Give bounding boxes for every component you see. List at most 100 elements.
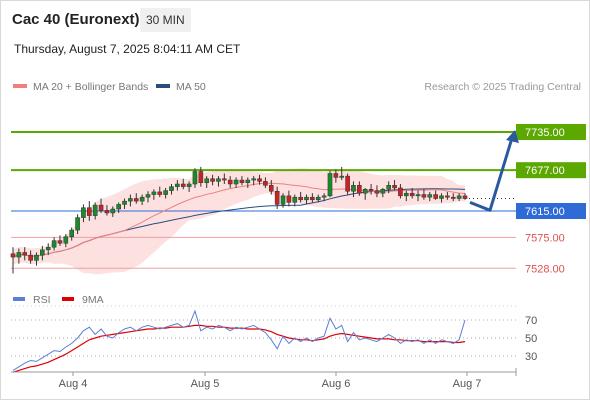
rsi-legend-swatch-1: [62, 297, 74, 301]
candle: [128, 198, 133, 202]
candle: [222, 178, 227, 181]
candle: [339, 175, 345, 178]
candle: [210, 178, 215, 182]
ma20-line: [12, 182, 466, 258]
candle: [157, 191, 163, 195]
candle: [333, 173, 339, 178]
rsi-tick-30: 30: [525, 351, 537, 363]
level-label-7528.00: 7528.00: [525, 263, 565, 275]
candle: [186, 183, 192, 187]
candle: [216, 178, 221, 182]
candle: [51, 240, 57, 248]
candle: [345, 175, 350, 192]
candle: [192, 171, 198, 185]
level-tag-7677.00: [516, 162, 586, 179]
candle: [92, 204, 98, 216]
candle: [398, 187, 403, 197]
candle: [257, 178, 262, 182]
level-label-7575.00: 7575.00: [525, 232, 565, 244]
chart-credit: Research © 2025 Trading Central: [424, 81, 581, 93]
candle: [63, 236, 69, 244]
candle: [445, 195, 450, 198]
candle: [280, 195, 286, 205]
candle: [163, 190, 168, 195]
candle: [22, 252, 28, 256]
candle: [34, 254, 39, 261]
candle: [351, 185, 356, 192]
candle: [245, 179, 251, 183]
x-label-3: Aug 7: [453, 378, 482, 390]
legend-swatch-0: [13, 84, 27, 88]
candle: [110, 208, 116, 214]
candle: [104, 210, 110, 214]
projection-arrow-head: [506, 130, 519, 143]
candle: [380, 189, 386, 194]
legend-label-1: MA 50: [176, 81, 206, 93]
candle: [268, 185, 274, 192]
chart-title: Cac 40 (Euronext): [12, 11, 140, 28]
candle: [310, 196, 315, 201]
candle: [87, 207, 92, 216]
x-label-1: Aug 5: [191, 378, 220, 390]
candle: [57, 240, 63, 244]
candle: [133, 198, 139, 202]
candle: [286, 195, 292, 203]
candle: [427, 194, 433, 198]
candle: [81, 207, 86, 218]
candle: [357, 185, 362, 194]
candle: [409, 192, 415, 197]
candle: [433, 194, 438, 199]
candle: [304, 196, 309, 201]
candle: [392, 185, 397, 189]
candle: [368, 189, 374, 191]
level-label-7735.00: 7735.00: [525, 127, 565, 139]
candle: [298, 196, 303, 201]
candle: [315, 196, 321, 201]
candle: [28, 254, 33, 261]
candle: [263, 181, 268, 186]
candle: [169, 186, 174, 191]
candle: [327, 173, 333, 197]
x-label-2: Aug 6: [322, 378, 351, 390]
rsi-ma-line: [12, 324, 466, 373]
candle: [204, 178, 210, 183]
candle: [122, 200, 127, 205]
candle: [415, 194, 421, 197]
candle: [439, 195, 444, 199]
candle: [386, 185, 391, 190]
rsi-tick-50: 50: [525, 333, 537, 345]
candle: [421, 194, 427, 198]
candle: [251, 178, 256, 181]
candle: [450, 196, 456, 199]
timeframe-badge[interactable]: 30 MIN: [140, 8, 191, 32]
candle: [239, 179, 245, 183]
candle: [175, 183, 180, 187]
level-label-7677.00: 7677.00: [525, 165, 565, 177]
legend-label-0: MA 20 + Bollinger Bands: [33, 81, 148, 93]
candle: [69, 229, 75, 237]
candle: [40, 249, 45, 256]
rsi-tick-70: 70: [525, 315, 537, 327]
projection-arrow: [469, 137, 514, 212]
candle: [374, 190, 380, 194]
rsi-legend-label-1: 9MA: [82, 294, 104, 306]
candle: [10, 253, 16, 258]
candle: [233, 179, 239, 185]
level-tag-7615.00: [516, 203, 586, 219]
candle: [321, 195, 327, 198]
rsi-legend-label-0: RSI: [33, 294, 51, 306]
candle: [456, 195, 462, 199]
chart-datetime: Thursday, August 7, 2025 8:04:11 AM CET: [14, 42, 241, 56]
level-tag-7735.00: [516, 124, 586, 140]
candle: [45, 246, 51, 251]
bollinger-band: [13, 168, 465, 275]
candle: [274, 191, 280, 205]
candle: [227, 179, 233, 185]
rsi-legend-swatch-0: [13, 297, 25, 301]
candle: [16, 252, 22, 258]
candle: [75, 217, 80, 231]
candle: [116, 204, 121, 210]
level-label-7615.00: 7615.00: [525, 206, 565, 218]
candle: [145, 194, 151, 198]
